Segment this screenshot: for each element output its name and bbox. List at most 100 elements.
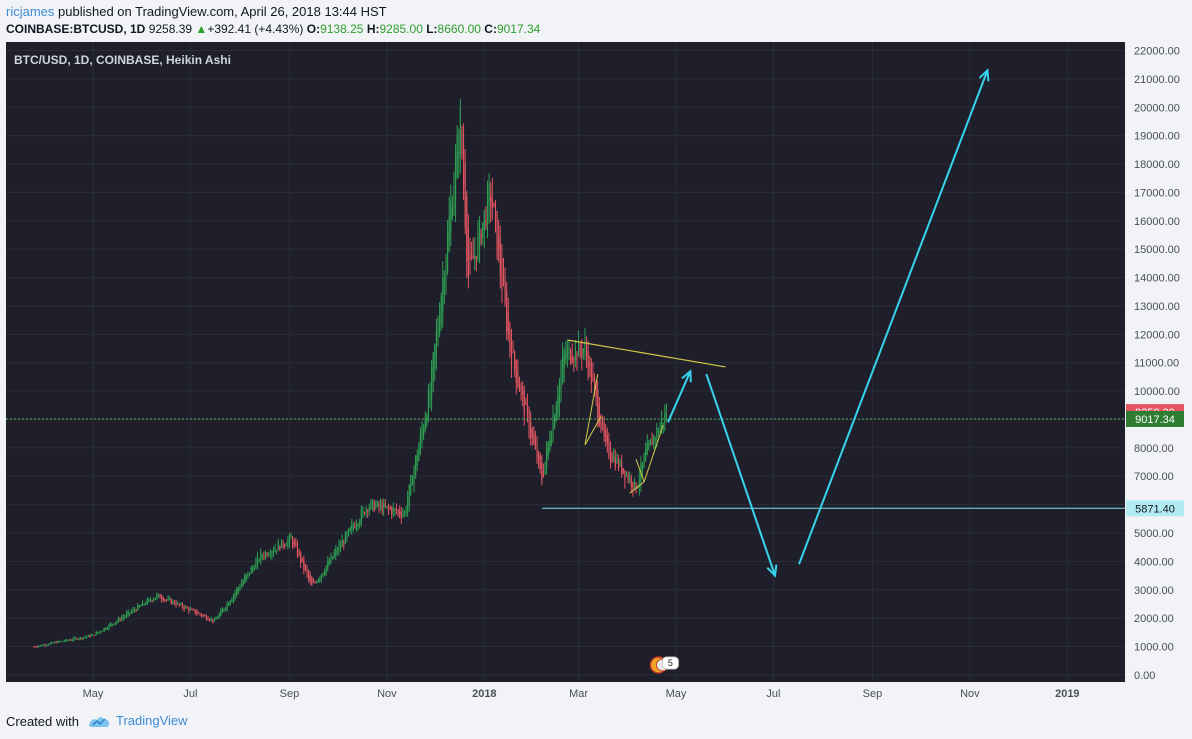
candle-body bbox=[578, 340, 580, 357]
candle-body bbox=[570, 349, 572, 363]
candle-body bbox=[461, 131, 463, 155]
price-axis[interactable]: 0.001000.002000.003000.004000.005000.006… bbox=[1126, 46, 1184, 682]
chart-area[interactable]: 5 0.00 1000.00 2000.00 3000.00 4000.00 5000.0… bbox=[6, 42, 1186, 704]
candle-body bbox=[119, 619, 121, 621]
tradingview-link[interactable]: TradingView bbox=[88, 713, 188, 728]
candle-body bbox=[145, 603, 147, 605]
candle-body bbox=[643, 454, 645, 468]
candle-body bbox=[573, 359, 575, 361]
candle-body bbox=[499, 241, 501, 275]
candle-body bbox=[440, 295, 442, 326]
candle-body bbox=[641, 461, 644, 474]
candle-body bbox=[625, 474, 628, 476]
candle-body bbox=[522, 388, 524, 395]
candle-body bbox=[407, 498, 409, 512]
candle-body bbox=[483, 210, 485, 231]
price-tag bbox=[1126, 410, 1184, 427]
candle-body bbox=[34, 646, 37, 648]
candle-body bbox=[581, 349, 583, 357]
candle-body bbox=[52, 642, 54, 644]
candle-body bbox=[157, 593, 160, 597]
candle-body bbox=[576, 353, 578, 360]
candle-body bbox=[485, 220, 487, 226]
candle-body bbox=[416, 455, 418, 466]
candle-body bbox=[204, 615, 206, 617]
candle-body bbox=[467, 228, 469, 279]
candle-body bbox=[87, 634, 89, 637]
candle-body bbox=[617, 460, 620, 469]
candle-body bbox=[201, 613, 203, 617]
candle-body bbox=[296, 544, 299, 557]
candle-body bbox=[205, 615, 207, 620]
candle-body bbox=[348, 528, 350, 536]
y-tick-label: 14000.00 bbox=[1134, 273, 1180, 285]
candle-body bbox=[146, 599, 148, 604]
candle-body bbox=[568, 346, 570, 353]
candle-body bbox=[207, 617, 209, 621]
candle-body bbox=[183, 605, 185, 610]
candle-body bbox=[189, 609, 191, 611]
candle-body bbox=[341, 540, 343, 547]
event-badge-count: 5 bbox=[668, 658, 673, 668]
candle-body bbox=[649, 439, 652, 446]
candle-body bbox=[327, 560, 329, 570]
candle-body bbox=[603, 423, 605, 437]
candle-body bbox=[95, 632, 97, 636]
candle-body bbox=[648, 441, 650, 449]
candle-body bbox=[186, 607, 188, 609]
candle-body bbox=[394, 508, 396, 510]
candle-body bbox=[351, 524, 353, 530]
candle-body bbox=[140, 605, 142, 607]
candle-body bbox=[143, 603, 145, 605]
candle-body bbox=[530, 421, 532, 438]
candle-body bbox=[58, 641, 61, 643]
candle-body bbox=[605, 429, 607, 441]
candle-body bbox=[371, 499, 374, 505]
candle-body bbox=[210, 618, 212, 620]
candle-body bbox=[197, 612, 199, 614]
price-tag-label: 5871.40 bbox=[1135, 503, 1175, 515]
candle-body bbox=[322, 572, 324, 577]
candle-body bbox=[630, 477, 632, 487]
candle-body bbox=[627, 474, 629, 481]
candle-body bbox=[526, 403, 529, 414]
candle-body bbox=[587, 351, 589, 375]
candle-body bbox=[343, 543, 345, 545]
candle-body bbox=[654, 438, 656, 441]
candle-body bbox=[391, 508, 393, 515]
candle-body bbox=[149, 599, 152, 601]
projection-arrow bbox=[798, 70, 989, 565]
candle-body bbox=[383, 503, 385, 509]
candle-body bbox=[338, 544, 340, 552]
candle-body bbox=[71, 639, 73, 641]
close-value: 9017.34 bbox=[496, 22, 541, 36]
candle-body bbox=[175, 602, 177, 606]
candle-body bbox=[290, 537, 292, 539]
candle-body bbox=[42, 644, 45, 646]
x-tick-label: Nov bbox=[377, 688, 397, 700]
x-tick-label: 2019 bbox=[1055, 688, 1079, 700]
candle-body bbox=[397, 510, 399, 512]
candle-body bbox=[442, 277, 444, 311]
candle-body bbox=[308, 570, 310, 580]
change-value: +392.41 (+4.43%) bbox=[207, 22, 304, 36]
candle-body bbox=[300, 552, 302, 563]
candle-body bbox=[215, 618, 217, 620]
candle-body bbox=[232, 594, 235, 601]
candle-body bbox=[113, 623, 115, 625]
candle-body bbox=[475, 256, 477, 261]
candle-body bbox=[127, 611, 129, 615]
candle-body bbox=[534, 438, 537, 449]
candle-body bbox=[225, 607, 227, 610]
drawings-layer: 5 bbox=[6, 68, 1125, 674]
candle-body bbox=[609, 448, 612, 461]
candle-body bbox=[256, 556, 259, 565]
time-axis[interactable]: May Jul Sep Nov 2018 Mar May Jul Sep Nov 2019 bbox=[83, 688, 1080, 700]
candle-body bbox=[55, 642, 57, 644]
candle-body bbox=[431, 366, 433, 399]
candle-body bbox=[196, 611, 198, 614]
author-link[interactable]: ricjames bbox=[6, 4, 55, 19]
candle-body bbox=[94, 634, 96, 636]
price-chart[interactable]: 5 0.00 1000.00 2000.00 3000.00 4000.00 5000.0… bbox=[6, 42, 1186, 704]
candle-body bbox=[333, 552, 335, 558]
